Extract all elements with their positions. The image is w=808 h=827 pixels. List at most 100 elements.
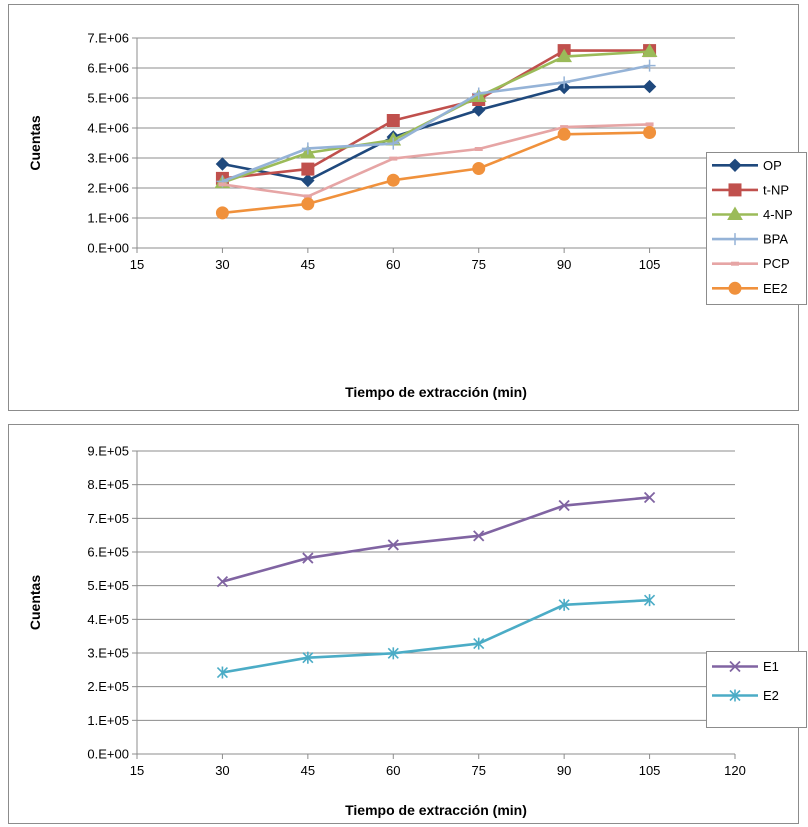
legend: E1 E2 — [706, 651, 807, 728]
data-point — [645, 122, 654, 127]
data-point — [303, 194, 312, 199]
y-tick-label: 6.E+05 — [87, 545, 129, 560]
y-tick-label: 7.E+05 — [87, 511, 129, 526]
y-axis-title: Cuentas — [27, 115, 43, 170]
data-point — [558, 499, 570, 512]
data-point — [473, 530, 485, 542]
chart-frame — [8, 424, 799, 824]
legend-marker — [728, 183, 742, 197]
legend-marker — [727, 206, 743, 220]
legend-label: OP — [763, 158, 782, 173]
x-tick-label: 60 — [386, 763, 400, 778]
y-tick-label: 0.E+00 — [87, 241, 129, 256]
data-point — [473, 637, 485, 650]
legend: OP t-NP 4-NP BPA PCP EE2 — [706, 152, 807, 305]
x-axis-title: Tiempo de extracción (min) — [345, 802, 527, 818]
data-point — [301, 142, 314, 155]
data-point — [558, 598, 570, 611]
legend-label: EE2 — [763, 281, 788, 296]
x-tick-label: 90 — [557, 763, 571, 778]
marker-stroke — [387, 539, 399, 551]
legend-label: t-NP — [763, 182, 789, 197]
series-line — [222, 496, 650, 583]
y-tick-label: 8.E+05 — [87, 477, 129, 492]
data-point — [472, 87, 485, 100]
data-point — [386, 173, 400, 187]
data-point — [301, 197, 315, 211]
data-point — [560, 125, 569, 130]
x-tick-label: 75 — [471, 763, 485, 778]
legend-label: 4-NP — [763, 207, 793, 222]
x-tick-label: 60 — [386, 257, 400, 272]
series-line — [222, 85, 650, 182]
data-point — [389, 156, 398, 161]
y-tick-label: 0.E+00 — [87, 747, 129, 762]
series-E2 — [216, 594, 656, 679]
data-point — [474, 147, 483, 151]
y-tick-label: 9.E+05 — [87, 444, 129, 459]
series-line — [221, 64, 650, 183]
data-point — [302, 651, 314, 664]
marker-stroke — [473, 530, 485, 542]
series-OP — [215, 79, 657, 188]
legend-marker — [728, 158, 742, 173]
x-tick-label: 45 — [301, 763, 315, 778]
x-tick-label: 30 — [215, 763, 229, 778]
data-point — [558, 76, 571, 89]
x-tick-label: 15 — [130, 257, 144, 272]
data-point — [301, 162, 315, 176]
data-point — [215, 157, 230, 171]
y-tick-label: 3.E+06 — [87, 151, 129, 166]
legend-label: E1 — [763, 659, 779, 674]
x-tick-label: 105 — [639, 763, 661, 778]
x-tick-label: 75 — [471, 257, 485, 272]
chart-frame — [8, 4, 799, 411]
data-point — [643, 491, 656, 504]
y-tick-label: 4.E+05 — [87, 612, 129, 627]
data-point — [472, 162, 486, 175]
data-point — [218, 182, 227, 187]
y-tick-label: 7.E+06 — [87, 31, 129, 46]
marker-stroke — [643, 491, 656, 504]
y-tick-label: 1.E+05 — [87, 713, 129, 728]
data-point — [557, 127, 571, 141]
series-line — [222, 598, 650, 674]
legend-label: BPA — [763, 232, 788, 247]
data-point — [387, 647, 399, 660]
data-point — [301, 173, 315, 188]
y-tick-label: 1.E+06 — [87, 211, 129, 226]
legend-marker — [731, 261, 739, 266]
data-point — [302, 552, 314, 564]
data-point — [644, 594, 656, 607]
chart-1: 0.E+00 1.E+06 2.E+06 3.E+06 4.E+06 5.E+06 6.E+… — [8, 4, 807, 411]
series-BPA — [216, 59, 656, 188]
data-point — [216, 666, 228, 679]
series-line — [222, 49, 650, 180]
series-E1 — [216, 491, 656, 588]
legend-item: E2 — [712, 688, 779, 703]
legend-marker — [729, 689, 741, 702]
legend-item: OP — [712, 158, 782, 173]
legend-box — [706, 651, 807, 728]
data-point — [642, 79, 657, 94]
legend-label: PCP — [763, 256, 790, 271]
data-point — [472, 103, 486, 117]
marker-stroke — [729, 660, 741, 673]
legend-box — [706, 152, 807, 305]
series-PCP — [218, 122, 654, 199]
marker-stroke — [558, 499, 570, 512]
y-tick-label: 4.E+06 — [87, 121, 129, 136]
data-point — [387, 539, 399, 551]
legend-marker — [729, 660, 741, 673]
x-tick-label: 30 — [215, 257, 229, 272]
x-tick-label: 15 — [130, 763, 144, 778]
legend-marker — [729, 233, 741, 246]
y-tick-label: 6.E+06 — [87, 61, 129, 76]
y-tick-label: 2.E+06 — [87, 181, 129, 196]
data-point — [643, 126, 657, 139]
data-point — [216, 575, 229, 588]
y-tick-label: 3.E+05 — [87, 646, 129, 661]
x-tick-label: 120 — [724, 763, 746, 778]
legend-item: E1 — [712, 659, 779, 674]
